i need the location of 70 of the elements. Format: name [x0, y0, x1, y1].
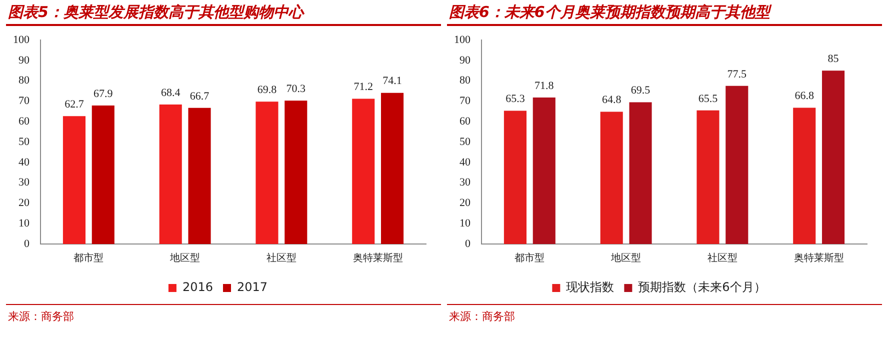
bar	[504, 110, 527, 244]
data-label: 64.8	[602, 94, 622, 106]
bar	[352, 98, 375, 244]
data-label: 71.2	[354, 81, 373, 94]
source-note: 来源：商务部	[6, 304, 441, 328]
y-tick-label: 70	[460, 95, 471, 108]
y-tick-label: 50	[460, 136, 471, 148]
bar	[600, 112, 623, 244]
y-tick-label: 100	[454, 34, 471, 46]
legend-label: 现状指数	[566, 280, 614, 294]
y-tick-label: 0	[24, 238, 30, 250]
data-label: 69.5	[630, 84, 651, 97]
x-tick-label: 都市型	[74, 252, 104, 264]
y-tick-label: 30	[18, 176, 30, 189]
y-tick-label: 30	[460, 176, 471, 189]
bar	[380, 92, 404, 244]
legend-label: 2017	[237, 280, 268, 294]
x-tick-label: 奥特莱斯型	[794, 252, 844, 264]
legend-label: 2016	[182, 280, 214, 294]
chart-title: 图表6：未来6个月奥莱预期指数预期高于其他型	[447, 0, 882, 26]
chart-title: 图表5：奥莱型发展指数高于其他型购物中心	[6, 0, 441, 26]
y-tick-label: 90	[460, 54, 471, 66]
bar	[532, 98, 556, 244]
bar	[256, 102, 278, 244]
y-tick-label: 80	[18, 74, 30, 87]
bar	[62, 116, 86, 244]
data-label: 70.3	[286, 82, 306, 95]
y-tick-label: 10	[18, 217, 30, 230]
data-label: 66.8	[794, 90, 814, 102]
data-label: 85	[828, 52, 840, 65]
x-tick-label: 地区型	[169, 252, 200, 264]
y-tick-label: 40	[18, 156, 30, 168]
bar	[159, 104, 182, 244]
y-tick-label: 60	[460, 115, 471, 128]
bar	[696, 110, 720, 244]
data-label: 62.7	[64, 98, 84, 110]
data-label: 65.3	[506, 93, 526, 106]
legend-label: 预期指数（未来6个月）	[638, 280, 766, 294]
data-label: 65.5	[698, 92, 718, 105]
data-label: 66.7	[190, 90, 210, 102]
data-label: 67.9	[94, 88, 114, 100]
data-label: 68.4	[160, 86, 181, 99]
data-label: 77.5	[727, 68, 748, 80]
x-tick-label: 奥特莱斯型	[352, 252, 403, 264]
bar	[188, 108, 211, 244]
bar	[92, 105, 114, 244]
x-tick-label: 社区型	[266, 252, 296, 264]
y-tick-label: 60	[18, 115, 30, 128]
y-tick-label: 80	[460, 74, 471, 87]
y-tick-label: 0	[465, 238, 471, 250]
data-label: 74.1	[382, 75, 402, 88]
y-tick-label: 100	[13, 34, 30, 46]
x-tick-label: 社区型	[707, 252, 738, 264]
bar	[726, 86, 748, 244]
y-tick-label: 20	[460, 197, 471, 210]
y-tick-label: 20	[18, 197, 30, 210]
bar	[793, 108, 816, 244]
source-note: 来源：商务部	[447, 304, 882, 328]
y-tick-label: 50	[18, 136, 30, 148]
data-label: 71.8	[534, 80, 554, 92]
bar	[284, 100, 308, 244]
bar	[629, 102, 652, 244]
y-tick-label: 40	[460, 156, 471, 168]
x-tick-label: 地区型	[610, 252, 642, 264]
y-tick-label: 10	[460, 217, 471, 230]
data-label: 69.8	[257, 84, 278, 96]
bar	[822, 70, 845, 244]
y-tick-label: 90	[18, 54, 30, 66]
y-tick-label: 70	[18, 95, 30, 108]
x-tick-label: 都市型	[514, 252, 545, 264]
